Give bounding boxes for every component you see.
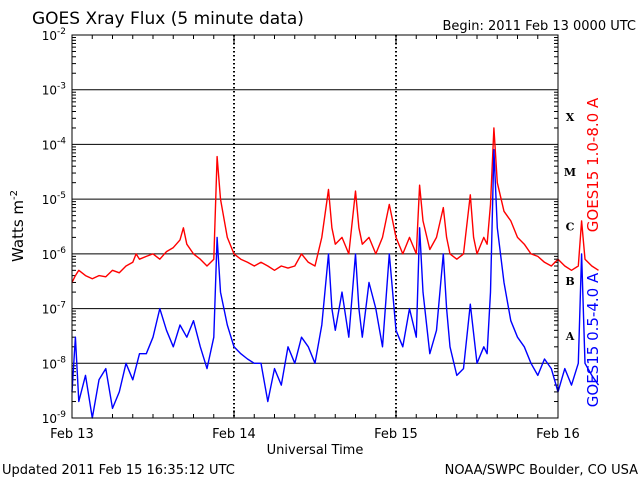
series-lines bbox=[71, 127, 600, 419]
x-tick-label: Feb 13 bbox=[50, 427, 94, 442]
y-tick-label: 10-6 bbox=[42, 246, 67, 262]
y-tick-label: 10-9 bbox=[42, 410, 67, 426]
x-axis: Feb 13 Feb 14 Feb 15 Feb 16 bbox=[50, 427, 580, 442]
y-tick-label: 10-3 bbox=[42, 82, 66, 98]
y-tick-label: 10-7 bbox=[42, 301, 66, 317]
y-axis: 10-2 10-3 10-4 10-5 10-6 10-7 10-8 10-9 bbox=[42, 27, 67, 426]
series-line-short bbox=[71, 148, 600, 419]
x-axis-label: Universal Time bbox=[267, 443, 364, 458]
y-tick-label: 10-2 bbox=[42, 27, 66, 43]
plot-frame bbox=[71, 34, 559, 419]
flare-class-label: A bbox=[565, 330, 575, 343]
flare-class-label: M bbox=[564, 166, 576, 179]
series-line-long bbox=[71, 127, 599, 283]
y-tick-label: 10-5 bbox=[42, 191, 66, 207]
y-tick-label: 10-4 bbox=[42, 136, 67, 152]
footer-credit: NOAA/SWPC Boulder, CO USA bbox=[445, 463, 638, 478]
begin-label: Begin: 2011 Feb 13 0000 UTC bbox=[442, 19, 636, 34]
chart-title: GOES Xray Flux (5 minute data) bbox=[32, 9, 304, 29]
flare-class-label: C bbox=[566, 221, 575, 234]
flare-class-label: X bbox=[566, 111, 575, 124]
x-tick-label: Feb 15 bbox=[374, 427, 418, 442]
y-axis-label: Watts m-2 bbox=[9, 190, 27, 262]
flare-class-label: B bbox=[565, 275, 574, 288]
footer-updated: Updated 2011 Feb 15 16:35:12 UTC bbox=[2, 463, 235, 478]
y-tick-label: 10-8 bbox=[42, 355, 67, 371]
x-tick-label: Feb 16 bbox=[536, 427, 580, 442]
flare-class-labels: X M C B A bbox=[564, 111, 576, 343]
x-tick-label: Feb 14 bbox=[212, 427, 256, 442]
legend-series-long: GOES15 1.0-8.0 A bbox=[584, 97, 602, 232]
legend-series-short: GOES15 0.5-4.0 A bbox=[584, 272, 602, 407]
